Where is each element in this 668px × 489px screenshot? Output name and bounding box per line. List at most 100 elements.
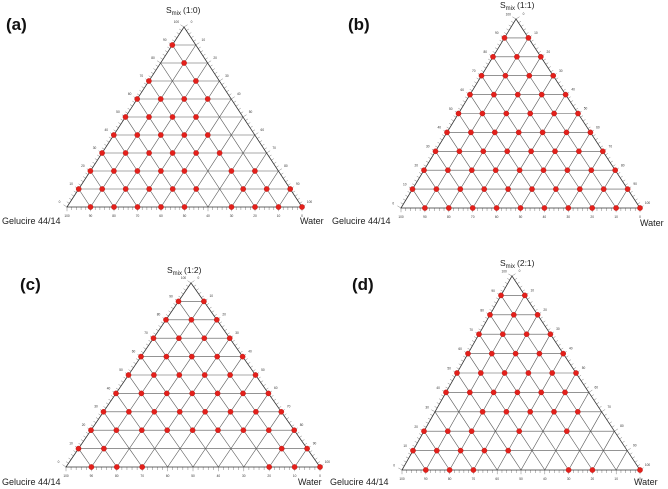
right-axis-tick bbox=[212, 68, 215, 71]
right-axis-tick bbox=[542, 320, 546, 323]
right-axis-label: 10 bbox=[534, 31, 538, 35]
data-point bbox=[291, 464, 298, 470]
data-point bbox=[75, 445, 82, 452]
bottom-axis-label: 90 bbox=[424, 477, 428, 481]
panel-c-left-label: Gelucire 44/14 bbox=[2, 477, 61, 487]
grid-line-gelucire bbox=[458, 113, 521, 209]
data-point bbox=[169, 114, 176, 120]
right-axis-tick bbox=[242, 114, 247, 118]
right-axis-label: 40 bbox=[237, 92, 241, 96]
right-axis-tick bbox=[245, 358, 248, 361]
data-point bbox=[432, 148, 439, 155]
right-axis-tick bbox=[570, 363, 574, 366]
data-point bbox=[125, 372, 132, 378]
data-point bbox=[122, 186, 129, 192]
left-axis-tick bbox=[123, 376, 127, 379]
left-axis-tick bbox=[476, 77, 480, 80]
right-axis-tick bbox=[586, 386, 589, 389]
left-axis-tick bbox=[128, 369, 132, 372]
data-point bbox=[433, 186, 440, 192]
data-point bbox=[304, 445, 310, 452]
bottom-axis-label: 60 bbox=[166, 474, 170, 478]
right-axis-tick bbox=[254, 132, 259, 136]
left-axis-tick bbox=[145, 343, 149, 346]
right-axis-tick bbox=[616, 433, 620, 436]
left-axis-tick bbox=[143, 82, 147, 85]
right-axis-tick bbox=[250, 365, 253, 368]
data-point bbox=[275, 204, 282, 210]
left-axis-tick bbox=[467, 348, 471, 350]
right-axis-label: 10 bbox=[202, 38, 206, 42]
bottom-axis-label: 90 bbox=[423, 215, 427, 219]
left-axis-tick bbox=[150, 72, 154, 74]
left-axis-label: 20 bbox=[415, 164, 419, 168]
right-axis-tick bbox=[211, 310, 215, 313]
data-point bbox=[540, 167, 547, 173]
left-axis-tick bbox=[180, 24, 185, 28]
right-axis-tick bbox=[533, 43, 536, 46]
panel-c-plot: 100 90 80 70 60 50 40 30 20 10 0010203040506070809… bbox=[58, 276, 331, 478]
left-axis-tick bbox=[430, 414, 433, 416]
bottom-axis-label: 10 bbox=[614, 477, 618, 481]
grid-line-gelucire bbox=[78, 448, 92, 468]
left-axis-tick bbox=[496, 297, 499, 300]
left-axis-tick bbox=[512, 16, 517, 20]
right-axis-tick bbox=[264, 147, 267, 150]
right-axis-tick bbox=[227, 332, 230, 335]
left-axis-tick bbox=[165, 314, 169, 317]
right-axis-tick bbox=[245, 118, 248, 121]
right-axis-tick bbox=[558, 81, 561, 84]
right-axis-tick bbox=[265, 387, 269, 390]
right-axis-tick bbox=[592, 134, 596, 137]
data-point bbox=[501, 35, 508, 41]
left-axis-tick bbox=[185, 284, 189, 287]
left-axis-tick bbox=[485, 62, 489, 65]
grid-line-water bbox=[278, 188, 291, 208]
bottom-axis-label: 30 bbox=[567, 477, 571, 481]
data-point bbox=[468, 428, 475, 435]
data-point bbox=[317, 464, 323, 470]
right-axis-label: 20 bbox=[213, 56, 217, 60]
data-point bbox=[523, 331, 530, 338]
data-point bbox=[479, 408, 486, 415]
right-axis-tick bbox=[538, 51, 541, 54]
bottom-axis-label: 10 bbox=[277, 214, 281, 218]
right-axis-tick bbox=[314, 457, 318, 460]
left-axis-tick bbox=[428, 157, 431, 160]
data-point bbox=[240, 390, 246, 397]
data-point bbox=[551, 408, 557, 415]
right-axis-tick bbox=[548, 66, 551, 69]
left-axis-tick bbox=[493, 301, 497, 304]
data-point bbox=[99, 186, 105, 192]
data-point bbox=[227, 372, 233, 378]
left-axis-tick bbox=[66, 201, 70, 204]
panel-b-right-label: Water bbox=[640, 218, 664, 228]
left-axis-label: 90 bbox=[169, 294, 173, 298]
data-point bbox=[87, 204, 94, 210]
data-point bbox=[157, 96, 164, 102]
right-axis-tick bbox=[195, 42, 200, 46]
right-axis-tick bbox=[606, 417, 610, 420]
right-axis-tick bbox=[200, 50, 204, 53]
grid-line-gelucire bbox=[125, 116, 185, 208]
data-point bbox=[512, 350, 519, 357]
grid-line-water bbox=[141, 338, 230, 468]
right-axis-tick bbox=[233, 100, 237, 103]
left-axis-tick bbox=[80, 439, 84, 442]
right-axis-tick bbox=[588, 389, 593, 393]
panel-b-letter: (b) bbox=[348, 15, 370, 34]
left-axis-tick bbox=[160, 57, 164, 60]
left-axis-label: 70 bbox=[469, 328, 473, 332]
right-axis-label: 80 bbox=[621, 163, 625, 167]
data-point bbox=[88, 427, 94, 434]
left-axis-tick bbox=[511, 21, 514, 23]
left-axis-tick bbox=[80, 180, 84, 182]
right-axis-tick bbox=[273, 398, 277, 401]
grid-line-gelucire bbox=[504, 37, 617, 209]
left-axis-tick bbox=[95, 417, 99, 420]
left-axis-tick bbox=[489, 309, 493, 312]
data-point bbox=[150, 335, 157, 342]
right-axis-tick bbox=[614, 428, 619, 432]
grid-line-water bbox=[472, 75, 554, 209]
right-axis-tick bbox=[607, 157, 611, 160]
